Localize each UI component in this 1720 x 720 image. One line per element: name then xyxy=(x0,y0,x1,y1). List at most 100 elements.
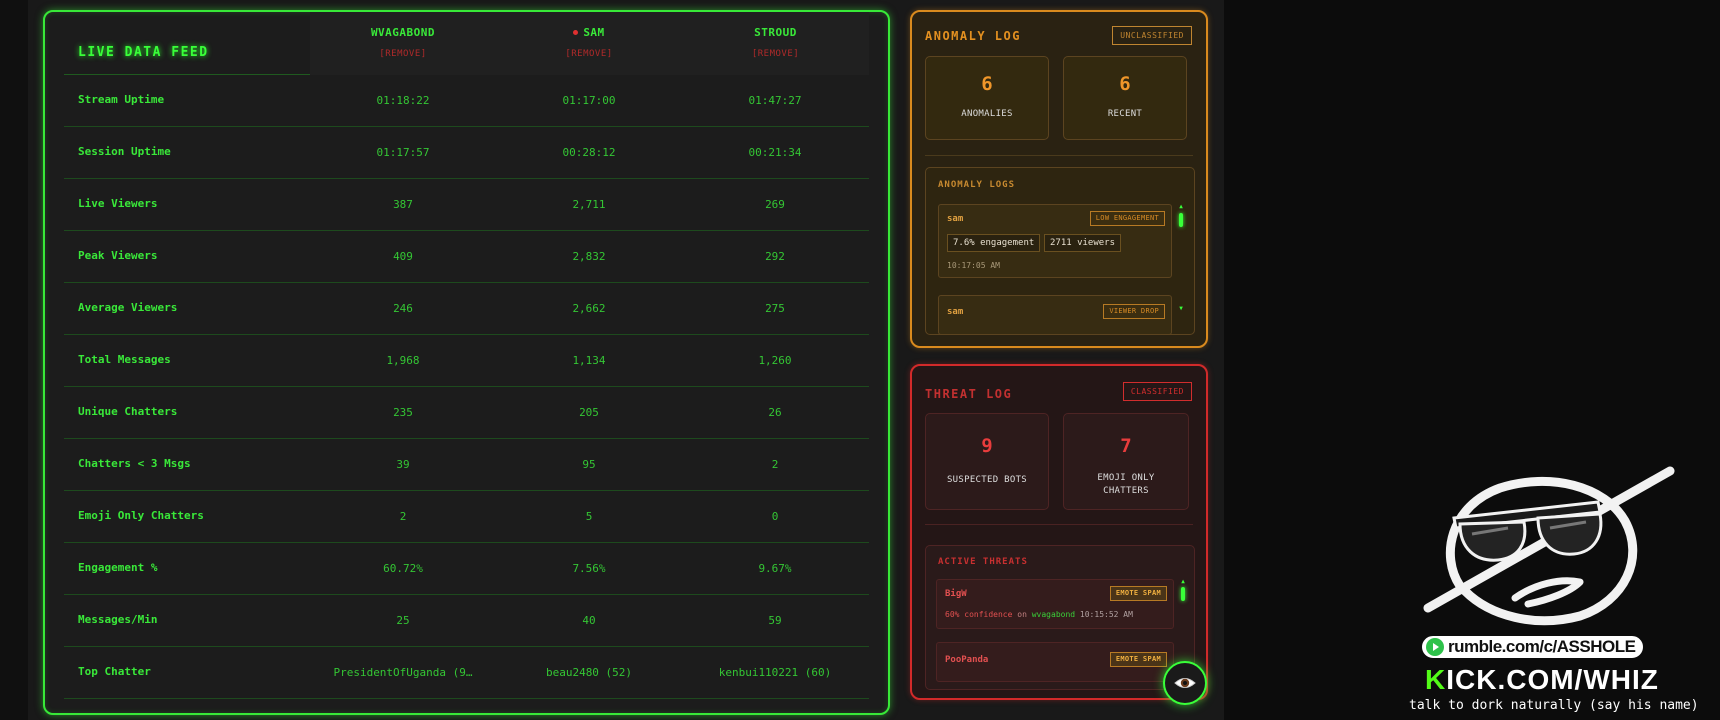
stat-label: RECENT xyxy=(1107,109,1143,119)
table-cell: 2 xyxy=(399,510,407,523)
emoji-only-stat: 7 EMOJI ONLY CHATTERS xyxy=(1063,413,1189,510)
active-threats-list[interactable]: ACTIVE THREATS BigW EMOTE SPAM 60% confi… xyxy=(925,545,1195,690)
stat-value: 6 xyxy=(1119,73,1131,95)
table-cell: 01:17:57 xyxy=(376,146,430,159)
row-label: Stream Uptime xyxy=(78,93,165,106)
list-item[interactable]: BigW EMOTE SPAM 60% confidence on wvagab… xyxy=(936,579,1174,629)
stat-label: SUSPECTED BOTS xyxy=(946,475,1028,485)
streamer-name: STROUD xyxy=(754,26,797,39)
visibility-toggle-button[interactable] xyxy=(1163,661,1207,705)
rumble-play-icon xyxy=(1426,638,1444,656)
scroll-up-icon[interactable]: ▲ xyxy=(1179,203,1183,210)
scroll-thumb[interactable] xyxy=(1181,587,1185,601)
threat-username: PooPanda xyxy=(945,655,989,665)
scroll-up-icon[interactable]: ▲ xyxy=(1181,578,1185,585)
table-cell: 387 xyxy=(393,198,413,211)
table-cell: 59 xyxy=(768,614,782,627)
threat-type-badge: EMOTE SPAM xyxy=(1109,586,1167,601)
entry-streamer: sam xyxy=(947,214,964,224)
anomaly-log-panel: ANOMALY LOG UNCLASSIFIED 6 ANOMALIES 6 R… xyxy=(910,10,1208,348)
row-label: Messages/Min xyxy=(78,613,158,626)
table-cell: 9.67% xyxy=(758,562,792,575)
stat-label: ANOMALIES xyxy=(961,109,1013,119)
feed-header: LIVE DATA FEED WVAGABOND [REMOVE] SAM [R… xyxy=(64,12,869,75)
table-cell: PresidentOfUganda (9… xyxy=(333,666,473,679)
row-label: Top Chatter xyxy=(78,665,151,678)
list-item[interactable]: sam VIEWER DROP xyxy=(938,295,1172,334)
table-cell: beau2480 (52) xyxy=(545,666,633,679)
threat-username: BigW xyxy=(945,589,967,599)
rumble-link: rumble.com/c/ASSHOLE xyxy=(1420,634,1646,660)
table-cell: 235 xyxy=(393,406,413,419)
table-cell: 2,662 xyxy=(572,302,606,315)
row-label: Total Messages xyxy=(78,353,171,366)
remove-streamer-button[interactable]: [REMOVE] xyxy=(565,49,613,59)
table-cell: 2,711 xyxy=(572,198,606,211)
table-row: Total Messages 1,968 1,134 1,260 xyxy=(64,335,869,387)
table-cell: 26 xyxy=(768,406,782,419)
engagement-pill: 7.6% engagement xyxy=(947,234,1041,252)
anomaly-logs-title: ANOMALY LOGS xyxy=(938,180,1016,190)
remove-streamer-button[interactable]: [REMOVE] xyxy=(379,49,427,59)
row-label: Emoji Only Chatters xyxy=(78,509,204,522)
stat-value: 6 xyxy=(981,73,993,95)
feed-title: LIVE DATA FEED xyxy=(78,45,209,60)
streamer-column-wvagabond: WVAGABOND [REMOVE] xyxy=(310,12,496,75)
table-row: Session Uptime 01:17:57 00:28:12 00:21:34 xyxy=(64,127,869,179)
table-cell: 39 xyxy=(396,458,410,471)
table-cell: 269 xyxy=(765,198,785,211)
overlay-tagline: talk to dork naturally (say his name) xyxy=(1409,698,1699,713)
row-label: Peak Viewers xyxy=(78,249,158,262)
table-cell: 40 xyxy=(582,614,596,627)
threat-type-badge: EMOTE SPAM xyxy=(1109,652,1167,667)
table-cell: 0 xyxy=(771,510,779,523)
divider xyxy=(925,155,1193,156)
table-cell: 5 xyxy=(585,510,593,523)
stat-value: 9 xyxy=(981,435,993,457)
list-item[interactable]: sam LOW ENGAGEMENT 7.6% engagement 2711 … xyxy=(938,204,1172,278)
list-item[interactable]: PooPanda EMOTE SPAM xyxy=(936,642,1174,682)
threat-detail: 60% confidence on wvagabond 10:15:52 AM xyxy=(945,610,1133,619)
streamer-name: SAM xyxy=(496,26,682,39)
scroll-down-icon[interactable]: ▼ xyxy=(1179,305,1183,312)
threat-log-panel: THREAT LOG CLASSIFIED 9 SUSPECTED BOTS 7… xyxy=(910,364,1208,700)
scroll-thumb[interactable] xyxy=(1179,213,1183,227)
table-cell: 2 xyxy=(771,458,779,471)
streamer-column-sam: SAM [REMOVE] xyxy=(496,12,682,75)
table-cell: 7.56% xyxy=(572,562,606,575)
sunglasses-mascot-icon xyxy=(1423,466,1675,626)
entry-streamer: sam xyxy=(947,307,964,317)
row-label: Average Viewers xyxy=(78,301,178,314)
eye-icon xyxy=(1174,678,1196,688)
row-label: Session Uptime xyxy=(78,145,171,158)
threat-log-title: THREAT LOG xyxy=(925,387,1013,401)
anomaly-log-title: ANOMALY LOG xyxy=(925,29,1021,43)
table-cell: kenbui110221 (60) xyxy=(718,666,832,679)
anomaly-type-badge: VIEWER DROP xyxy=(1103,304,1165,319)
table-row: Top Chatter PresidentOfUganda (9… beau2480… xyxy=(64,647,869,699)
table-cell: 01:47:27 xyxy=(748,94,802,107)
table-row: Messages/Min 25 40 59 xyxy=(64,595,869,647)
table-cell: 25 xyxy=(396,614,410,627)
classification-badge: UNCLASSIFIED xyxy=(1112,26,1192,45)
stat-label: EMOJI ONLY CHATTERS xyxy=(1097,473,1155,496)
table-cell: 60.72% xyxy=(383,562,423,575)
rumble-url: rumble.com/c/ASSHOLE xyxy=(1448,637,1636,656)
table-row: Unique Chatters 235 205 26 xyxy=(64,387,869,439)
row-label: Live Viewers xyxy=(78,197,158,210)
viewers-pill: 2711 viewers xyxy=(1044,234,1122,252)
remove-streamer-button[interactable]: [REMOVE] xyxy=(751,49,800,59)
recent-stat: 6 RECENT xyxy=(1063,56,1187,140)
table-row: Peak Viewers 409 2,832 292 xyxy=(64,231,869,283)
active-threats-scrollbar[interactable]: ▲ xyxy=(1180,579,1186,684)
anomaly-logs-scrollbar[interactable]: ▲ ▼ xyxy=(1178,204,1184,312)
table-cell: 1,260 xyxy=(758,354,792,367)
table-cell: 205 xyxy=(579,406,599,419)
kick-url: KICK.COM/WHIZ xyxy=(1425,664,1659,695)
streamer-name: WVAGABOND xyxy=(370,26,436,39)
active-threats-title: ACTIVE THREATS xyxy=(938,557,1028,567)
table-row: Live Viewers 387 2,711 269 xyxy=(64,179,869,231)
table-cell: 1,134 xyxy=(572,354,606,367)
anomaly-logs-list[interactable]: ANOMALY LOGS sam LOW ENGAGEMENT 7.6% eng… xyxy=(925,167,1195,335)
anomalies-stat: 6 ANOMALIES xyxy=(925,56,1049,140)
